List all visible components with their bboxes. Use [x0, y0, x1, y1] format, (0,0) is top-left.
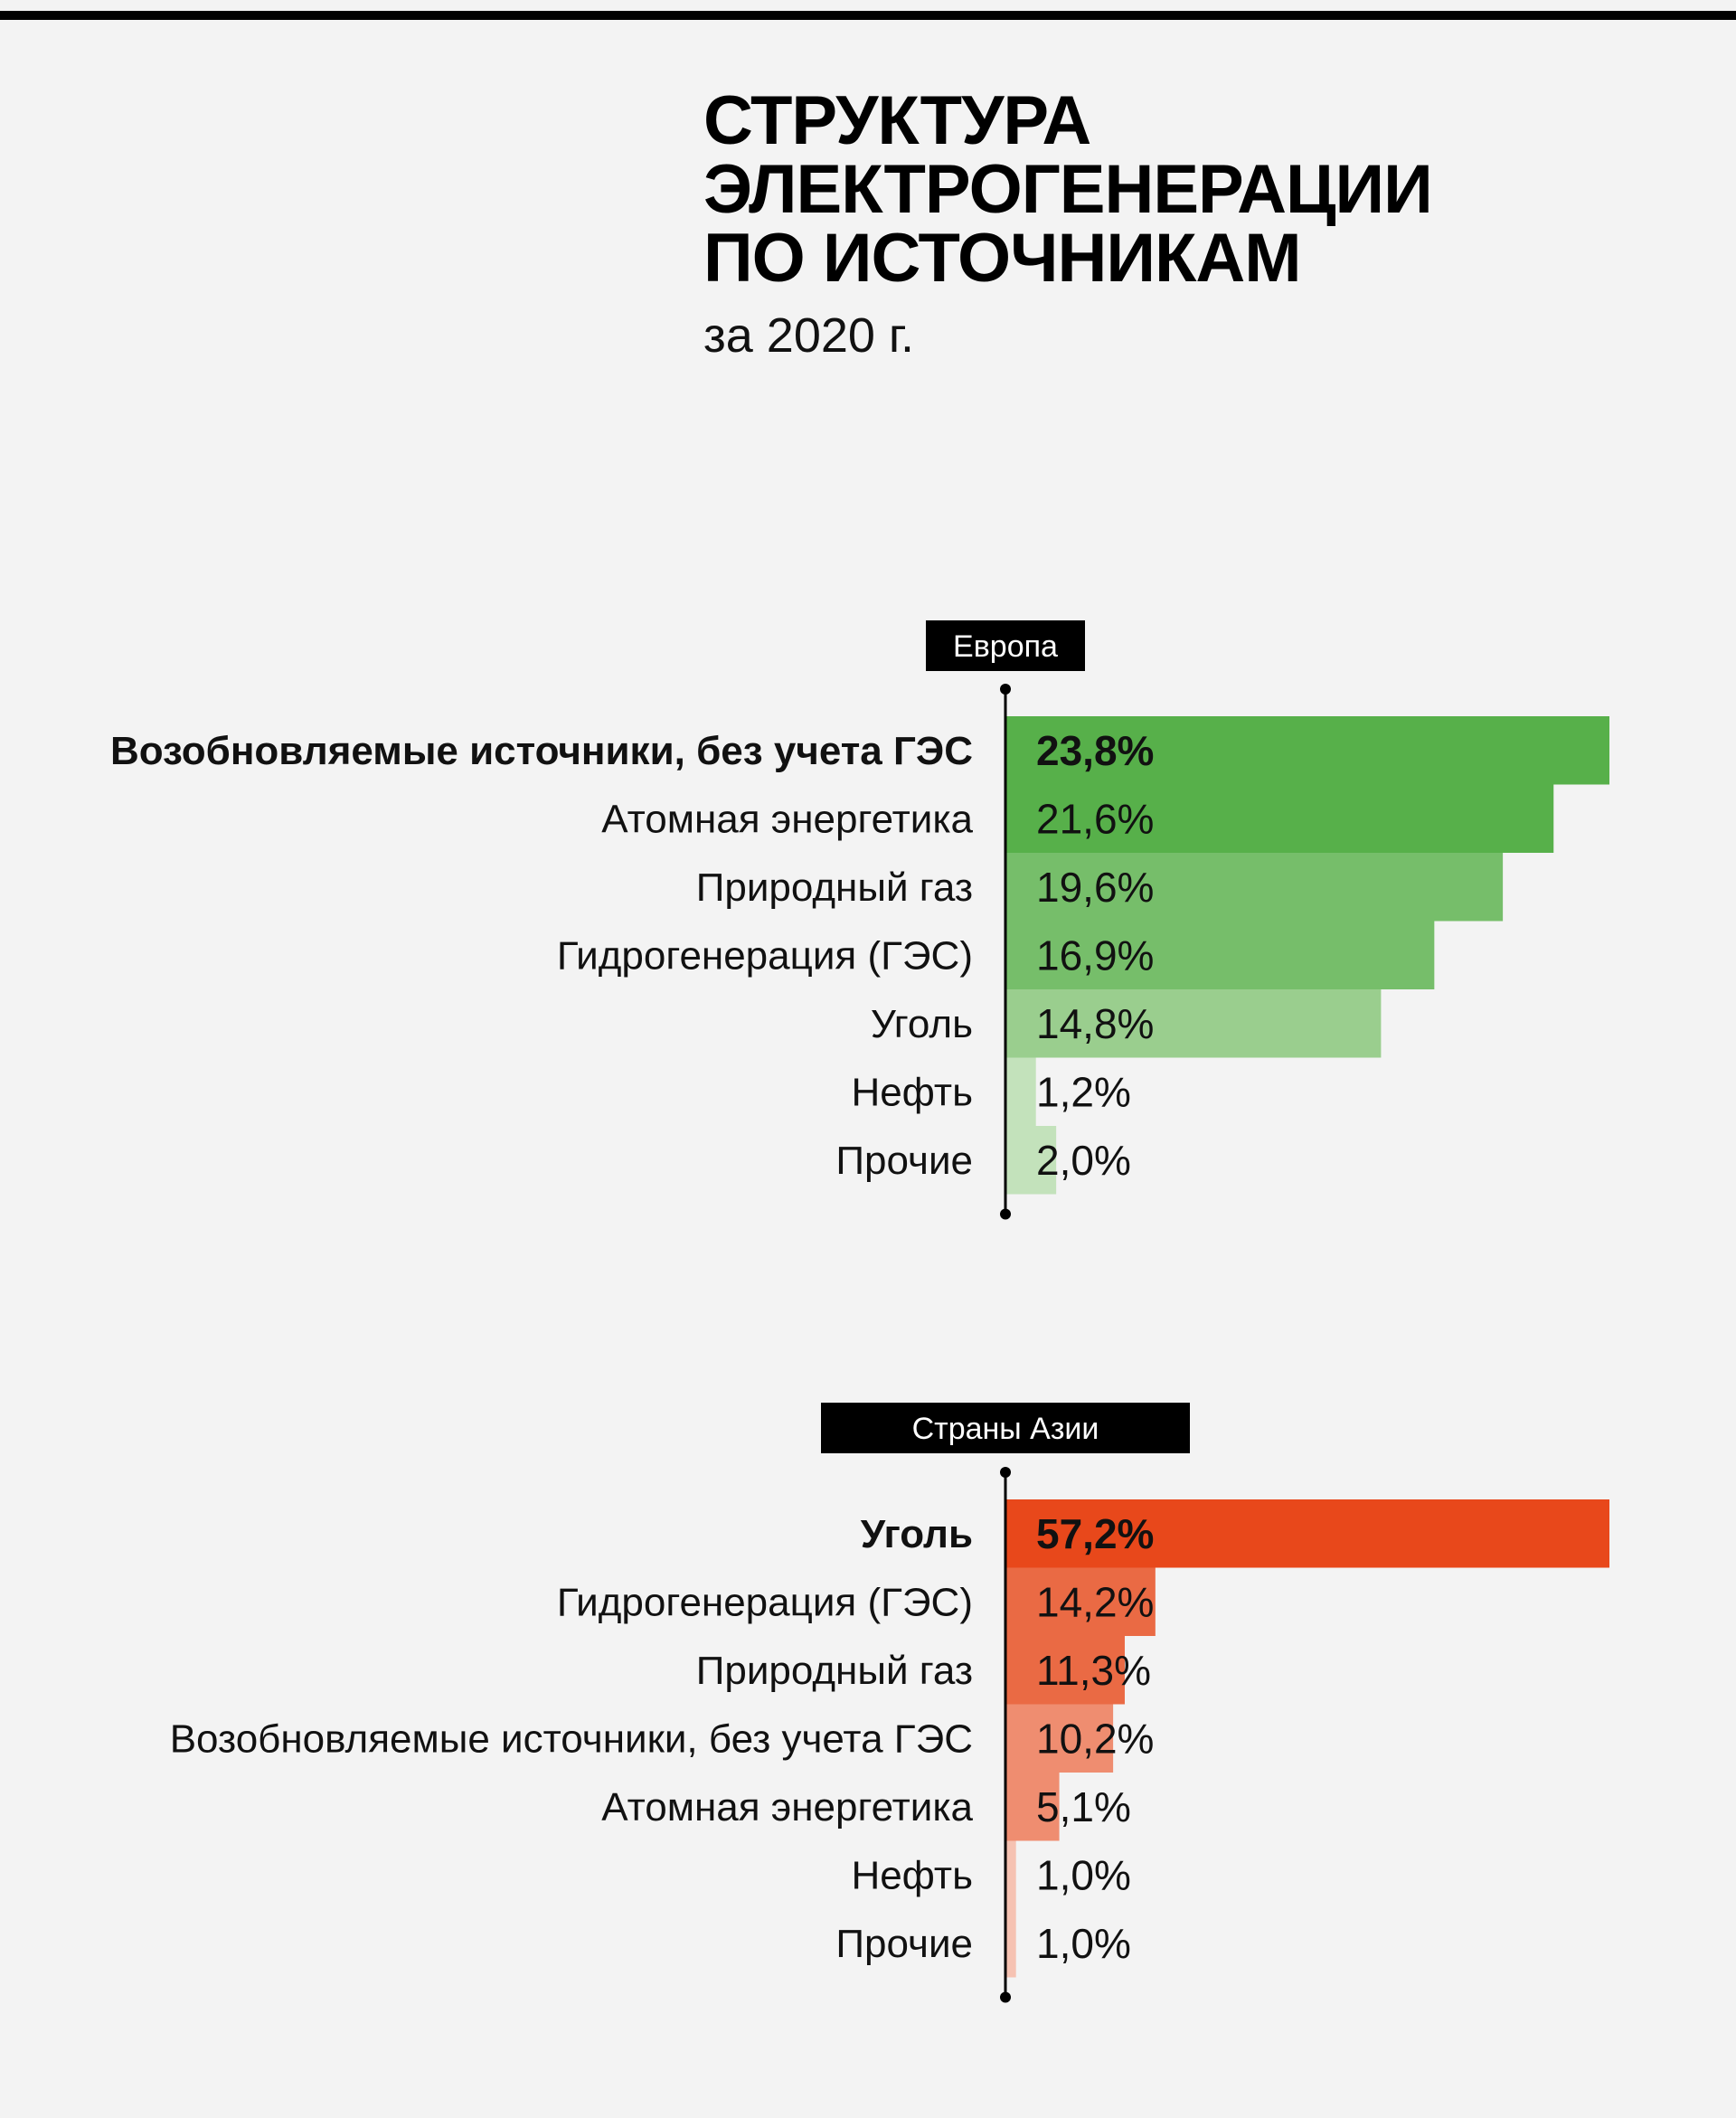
- value-label: 1,2%: [1036, 1068, 1131, 1115]
- category-label: Природный газ: [696, 865, 973, 910]
- value-label: 5,1%: [1036, 1783, 1131, 1830]
- value-label: 57,2%: [1036, 1510, 1154, 1557]
- bar: [1005, 1636, 1125, 1705]
- panel-title-box: [821, 1403, 1190, 1453]
- panel-title: Страны Азии: [912, 1412, 1099, 1446]
- category-label: Гидрогенерация (ГЭС): [557, 1580, 973, 1624]
- category-label: Уголь: [871, 1002, 973, 1046]
- bar: [1005, 1773, 1060, 1841]
- value-label: 1,0%: [1036, 1920, 1131, 1967]
- title-line-2: ЭЛЕКТРОГЕНЕРАЦИИ: [703, 151, 1433, 228]
- bar: [1005, 1840, 1016, 1909]
- value-label: 19,6%: [1036, 864, 1154, 911]
- category-label: Атомная энергетика: [601, 797, 973, 841]
- axis-dot-top: [1000, 1467, 1011, 1478]
- title-line-1: СТРУКТУРА: [703, 82, 1091, 159]
- category-label: Возобновляемые источники, без учета ГЭС: [170, 1716, 973, 1761]
- category-label: Нефть: [851, 1070, 973, 1114]
- value-label: 21,6%: [1036, 795, 1154, 842]
- category-label: Возобновляемые источники, без учета ГЭС: [110, 729, 973, 773]
- category-label: Нефть: [851, 1853, 973, 1897]
- bar: [1005, 853, 1504, 922]
- bar: [1005, 1499, 1609, 1568]
- bar: [1005, 989, 1382, 1058]
- chart-title: СТРУКТУРА ЭЛЕКТРОГЕНЕРАЦИИ ПО ИСТОЧНИКАМ: [703, 82, 1433, 297]
- category-label: Атомная энергетика: [601, 1785, 973, 1830]
- bar: [1005, 1057, 1036, 1126]
- value-label: 2,0%: [1036, 1137, 1131, 1184]
- value-label: 10,2%: [1036, 1715, 1154, 1762]
- panel-title: Европа: [953, 629, 1058, 664]
- value-label: 23,8%: [1036, 727, 1154, 774]
- value-label: 1,0%: [1036, 1851, 1131, 1898]
- category-label: Природный газ: [696, 1649, 973, 1693]
- chart-subtitle: за 2020 г.: [703, 308, 915, 363]
- value-label: 14,8%: [1036, 1000, 1154, 1047]
- value-label: 16,9%: [1036, 931, 1154, 979]
- panel-title-box: [926, 620, 1085, 671]
- bar: [1005, 784, 1554, 853]
- category-label: Уголь: [861, 1512, 973, 1556]
- title-line-3: ПО ИСТОЧНИКАМ: [703, 220, 1302, 297]
- axis-dot-top: [1000, 684, 1011, 695]
- bar: [1005, 716, 1609, 785]
- bar: [1005, 1704, 1114, 1773]
- category-label: Прочие: [835, 1139, 973, 1183]
- bar: [1005, 1909, 1016, 1978]
- axis-dot-bottom: [1000, 1208, 1011, 1220]
- chart-panel-1: Европа Возобновляемые источники, без учет…: [110, 620, 1609, 1220]
- bar: [1005, 921, 1435, 989]
- axis-dot-bottom: [1000, 1991, 1011, 2003]
- value-label: 14,2%: [1036, 1578, 1154, 1625]
- bar: [1005, 1567, 1156, 1636]
- category-label: Гидрогенерация (ГЭС): [557, 933, 973, 978]
- value-label: 11,3%: [1036, 1647, 1151, 1694]
- top-rule: [0, 11, 1736, 20]
- chart-panel-2: Страны Азии Уголь 57,2% Гидрогенерация (ГЭС…: [170, 1403, 1609, 2003]
- category-label: Прочие: [835, 1922, 973, 1966]
- bar: [1005, 1126, 1057, 1195]
